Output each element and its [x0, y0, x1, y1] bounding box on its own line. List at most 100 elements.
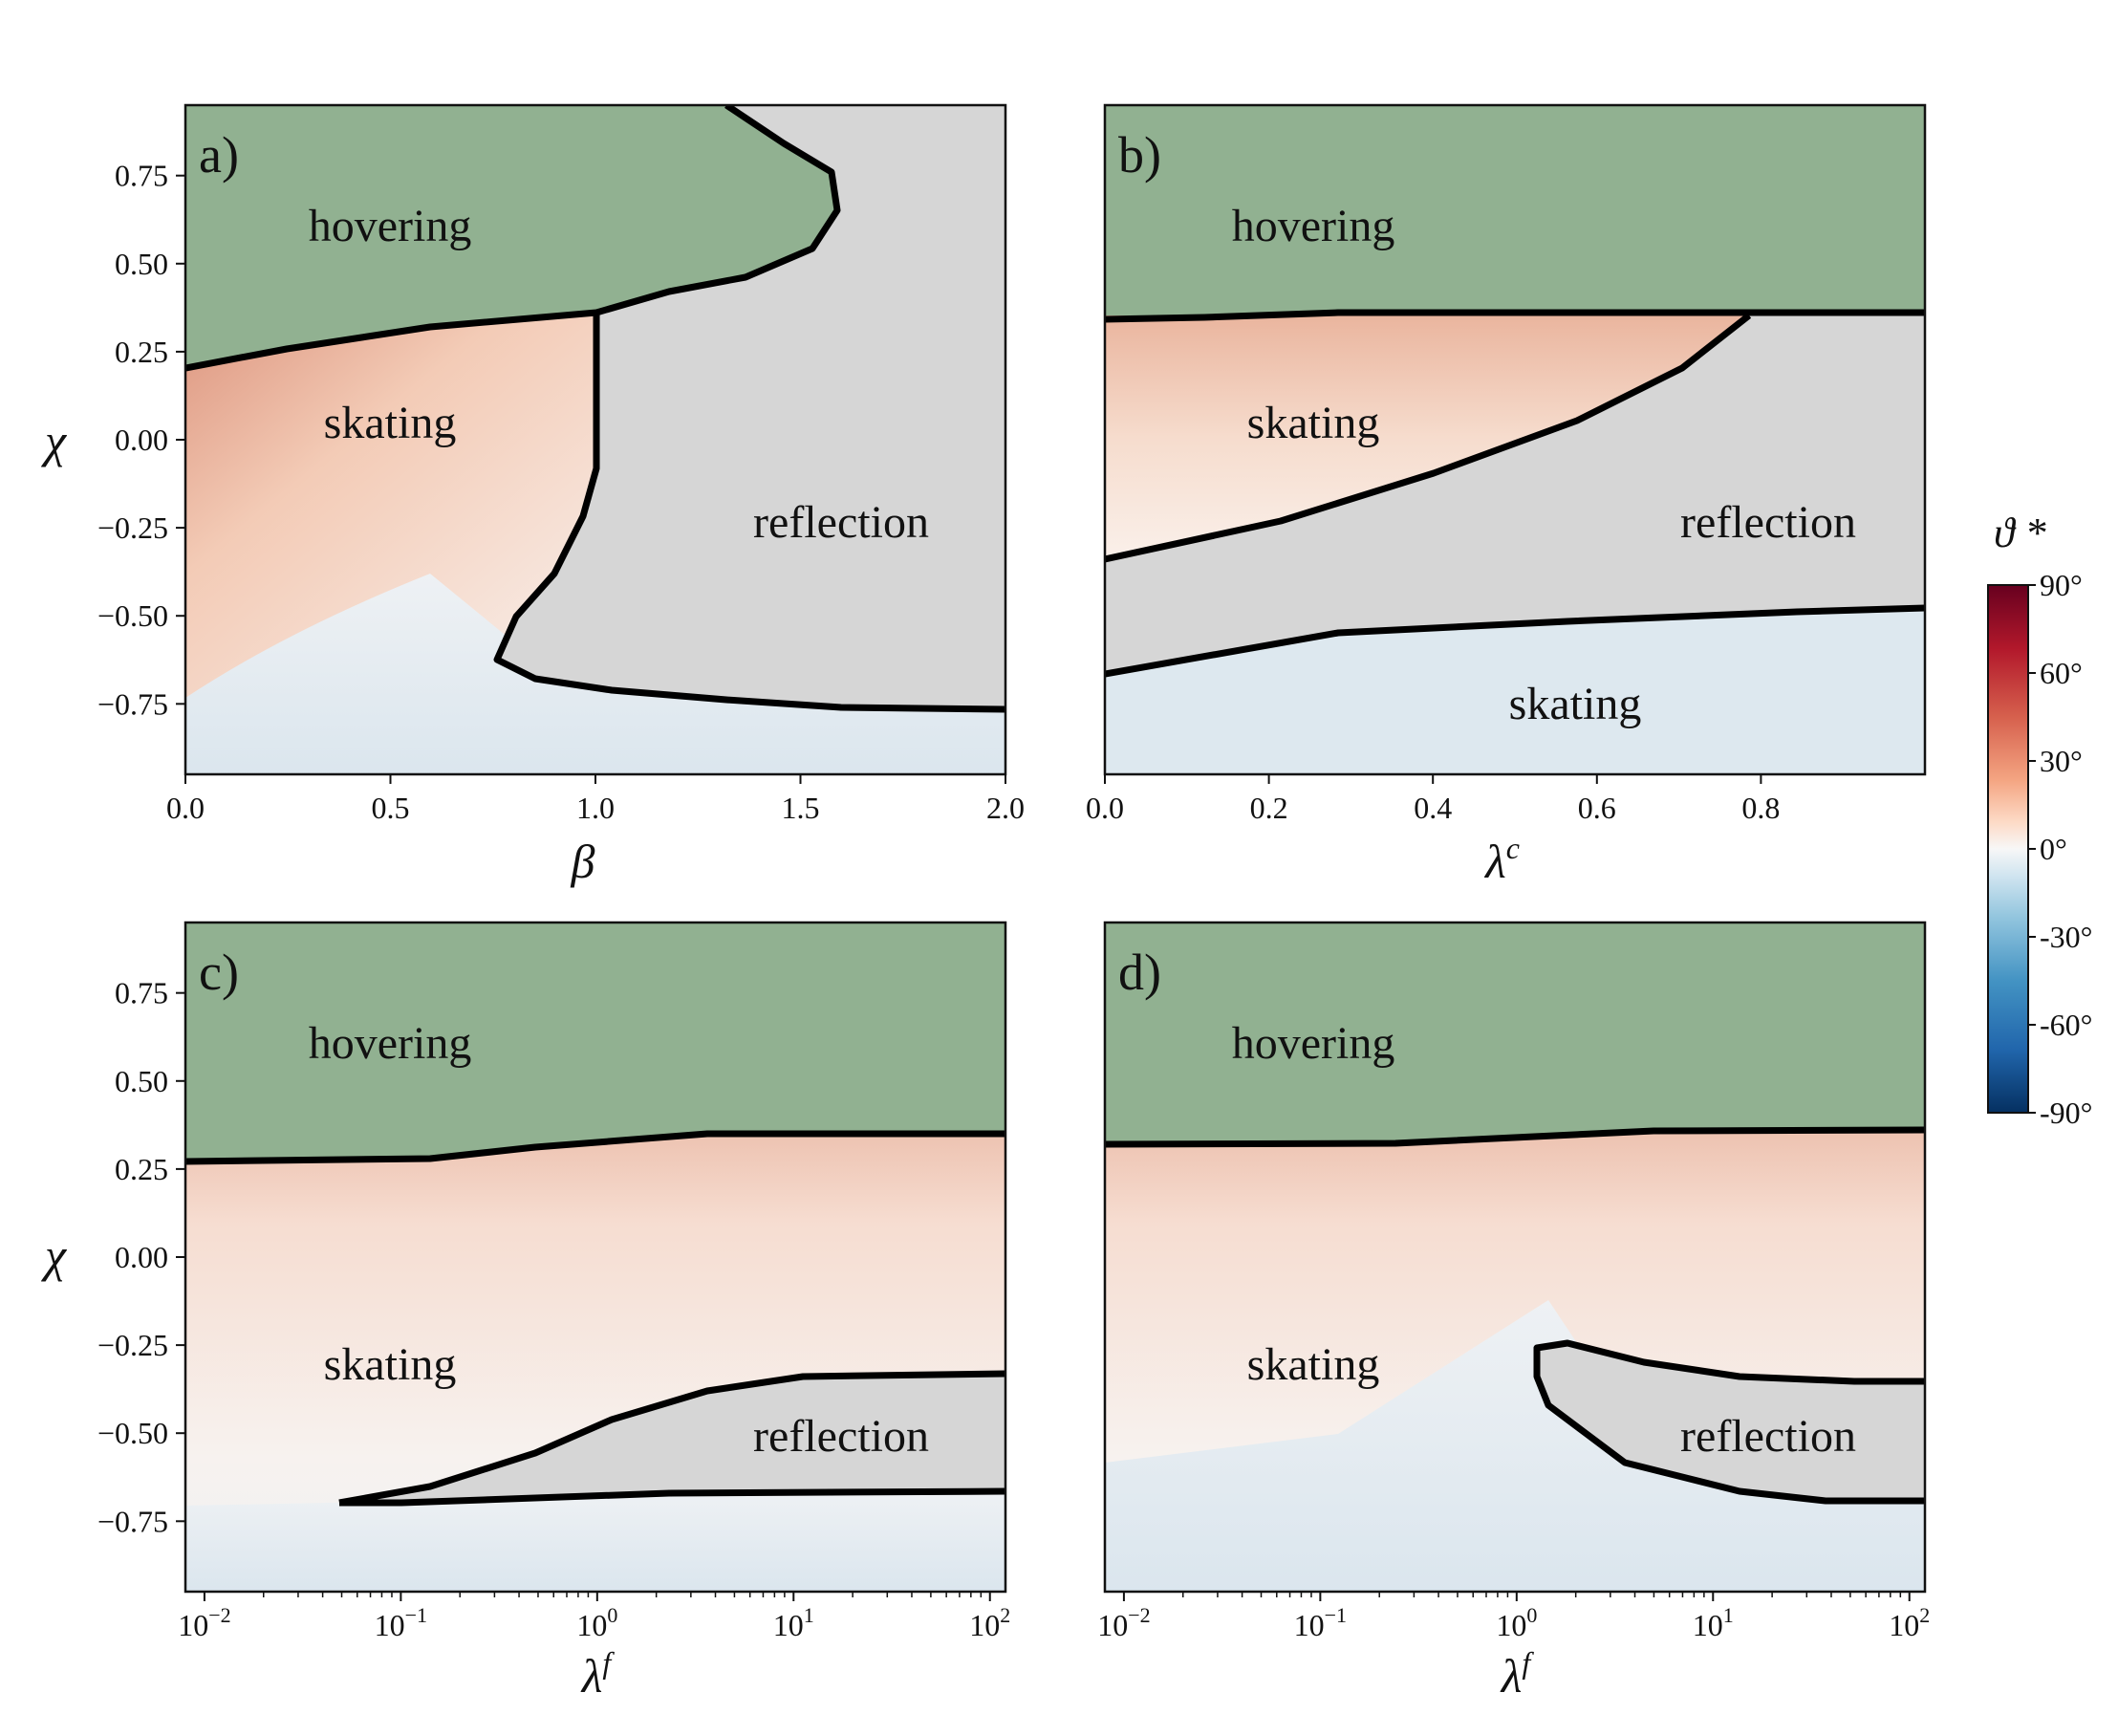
- x-tick-label: 0.0: [166, 791, 205, 825]
- panel-c-yticks: 0.75 0.50 0.25 0.00 −0.25 −0.50 −0.75: [97, 976, 185, 1538]
- x-tick-label: 0.0: [1086, 791, 1124, 825]
- y-tick-label: 0.50: [115, 1064, 168, 1098]
- panel-b-boundary-upper: [1105, 309, 1925, 323]
- panel-d-xticks: 10−2 10−1 100 101 102: [1097, 1592, 1930, 1642]
- y-tick-label: −0.25: [97, 510, 168, 545]
- panel-d-hovering-region: [1105, 922, 1925, 1144]
- panel-b-hovering-label: hovering: [1232, 201, 1395, 251]
- x-tick-label: 102: [1889, 1603, 1930, 1642]
- panel-a-label: a): [199, 126, 239, 184]
- panel-c-ylabel: χ: [41, 1228, 68, 1282]
- panel-b-reflection-label: reflection: [1680, 497, 1856, 548]
- x-tick-label: 0.2: [1250, 791, 1288, 825]
- panel-c: c) hovering skating reflection 10−2 10−1 1…: [41, 921, 1010, 1703]
- panel-b-hovering-region: [1105, 105, 1925, 315]
- panel-c-boundary-reflection: [338, 1370, 1005, 1507]
- panel-c-skating-label: skating: [324, 1339, 457, 1390]
- x-tick-label: 10−1: [375, 1603, 427, 1642]
- panel-b-xlabel: λc: [1483, 831, 1520, 888]
- panel-d-boundary-reflection: [1533, 1339, 1925, 1505]
- panel-b-skating-label: skating: [1247, 398, 1380, 448]
- panel-a-hovering-region: [185, 105, 837, 368]
- panel-c-hovering-label: hovering: [309, 1018, 472, 1069]
- x-tick-label: 0.8: [1741, 791, 1780, 825]
- x-tick-label: 1.5: [782, 791, 820, 825]
- x-tick-label: 0.5: [372, 791, 410, 825]
- y-tick-label: −0.50: [97, 1416, 168, 1450]
- x-tick-label: 101: [1693, 1603, 1734, 1642]
- panel-d-xlabel: λf: [1500, 1645, 1535, 1703]
- panel-d-hovering-label: hovering: [1232, 1018, 1395, 1069]
- panel-a-skating-label: skating: [324, 398, 457, 448]
- panel-a-xlabel: β: [571, 835, 595, 888]
- colorbar-ticks: 90° 60° 30° 0° -30° -60° -90°: [2028, 568, 2092, 1130]
- y-tick-label: 0.25: [115, 1152, 168, 1186]
- panel-a-ylabel: χ: [41, 414, 68, 467]
- y-tick-label: −0.25: [97, 1328, 168, 1362]
- colorbar-tick-label: 0°: [2040, 832, 2067, 866]
- panel-a-yticks: 0.75 0.50 0.25 0.00 −0.25 −0.50 −0.75: [97, 159, 185, 721]
- panel-c-reflection-label: reflection: [753, 1411, 929, 1462]
- colorbar: ϑ * 90° 60° 30° 0° -30° -60° -90°: [1987, 510, 2092, 1130]
- panel-b-label: b): [1118, 126, 1161, 184]
- panel-b-skating-region: [1105, 315, 1749, 559]
- y-tick-label: −0.75: [97, 686, 168, 721]
- x-tick-label: 101: [773, 1603, 814, 1642]
- panel-d: d) hovering skating reflection 10−2 10−1 1…: [1097, 921, 1930, 1703]
- panel-b-skating-lower-label: skating: [1509, 679, 1642, 729]
- x-tick-label: 0.6: [1578, 791, 1616, 825]
- panel-b-xticks: 0.0 0.2 0.4 0.6 0.8: [1086, 774, 1780, 825]
- colorbar-tick-label: 30°: [2040, 744, 2083, 778]
- x-tick-label: 1.0: [576, 791, 615, 825]
- panel-c-xticks: 10−2 10−1 100 101 102: [178, 1592, 1010, 1642]
- panel-a: a) hovering skating reflection 0.0 0.5 1.0…: [41, 103, 1025, 888]
- x-tick-label: 100: [576, 1603, 617, 1642]
- y-tick-label: −0.50: [97, 598, 168, 633]
- panel-b-boundary-middle: [1105, 313, 1752, 563]
- panel-a-hovering-label: hovering: [309, 201, 472, 251]
- y-tick-label: 0.50: [115, 247, 168, 281]
- y-tick-label: 0.25: [115, 335, 168, 369]
- panel-b-boundary-lower: [1105, 604, 1925, 678]
- y-tick-label: 0.75: [115, 976, 168, 1010]
- panel-b-reflection-region: [1105, 315, 1925, 674]
- y-tick-label: −0.75: [97, 1504, 168, 1538]
- panel-c-boundary-upper: [185, 1130, 1005, 1165]
- x-tick-label: 100: [1496, 1603, 1537, 1642]
- panel-d-reflection-label: reflection: [1680, 1411, 1856, 1462]
- panel-d-skating-label: skating: [1247, 1339, 1380, 1390]
- colorbar-tick-label: 60°: [2040, 656, 2083, 690]
- x-tick-label: 2.0: [986, 791, 1025, 825]
- panel-c-cool-field: [185, 1491, 1005, 1592]
- panel-c-xlabel: λf: [580, 1645, 616, 1703]
- panel-d-frame: [1103, 921, 1927, 1594]
- y-tick-label: 0.75: [115, 159, 168, 193]
- panel-d-boundary-upper: [1105, 1126, 1925, 1148]
- colorbar-tick-label: -90°: [2040, 1096, 2092, 1130]
- colorbar-gradient: [1987, 584, 2029, 1114]
- panel-a-reflection-label: reflection: [753, 497, 929, 548]
- panel-c-label: c): [199, 944, 239, 1001]
- panel-c-reflection-region: [339, 1374, 1005, 1503]
- colorbar-tick-label: -30°: [2040, 920, 2092, 954]
- x-tick-label: 102: [969, 1603, 1010, 1642]
- panel-a-boundary-reflection: [493, 313, 1005, 713]
- panel-a-boundary-upper: [185, 105, 841, 372]
- panel-a-xticks: 0.0 0.5 1.0 1.5 2.0: [166, 774, 1025, 825]
- colorbar-tick-label: -60°: [2040, 1008, 2092, 1042]
- colorbar-tick-label: 90°: [2040, 568, 2083, 602]
- panel-d-cool-field: [1105, 1300, 1925, 1592]
- panel-a-reflection-region: [497, 105, 1005, 709]
- x-tick-label: 10−2: [178, 1603, 230, 1642]
- panel-c-hovering-region: [185, 922, 1005, 1161]
- y-tick-label: 0.00: [115, 1240, 168, 1274]
- x-tick-label: 0.4: [1414, 791, 1452, 825]
- x-tick-label: 10−1: [1294, 1603, 1347, 1642]
- colorbar-title: ϑ *: [1994, 510, 2046, 556]
- panel-b: b) hovering skating reflection skating 0…: [1086, 103, 1927, 888]
- x-tick-label: 10−2: [1097, 1603, 1150, 1642]
- y-tick-label: 0.00: [115, 423, 168, 457]
- panel-d-label: d): [1118, 944, 1161, 1001]
- panel-b-frame: [1103, 103, 1927, 776]
